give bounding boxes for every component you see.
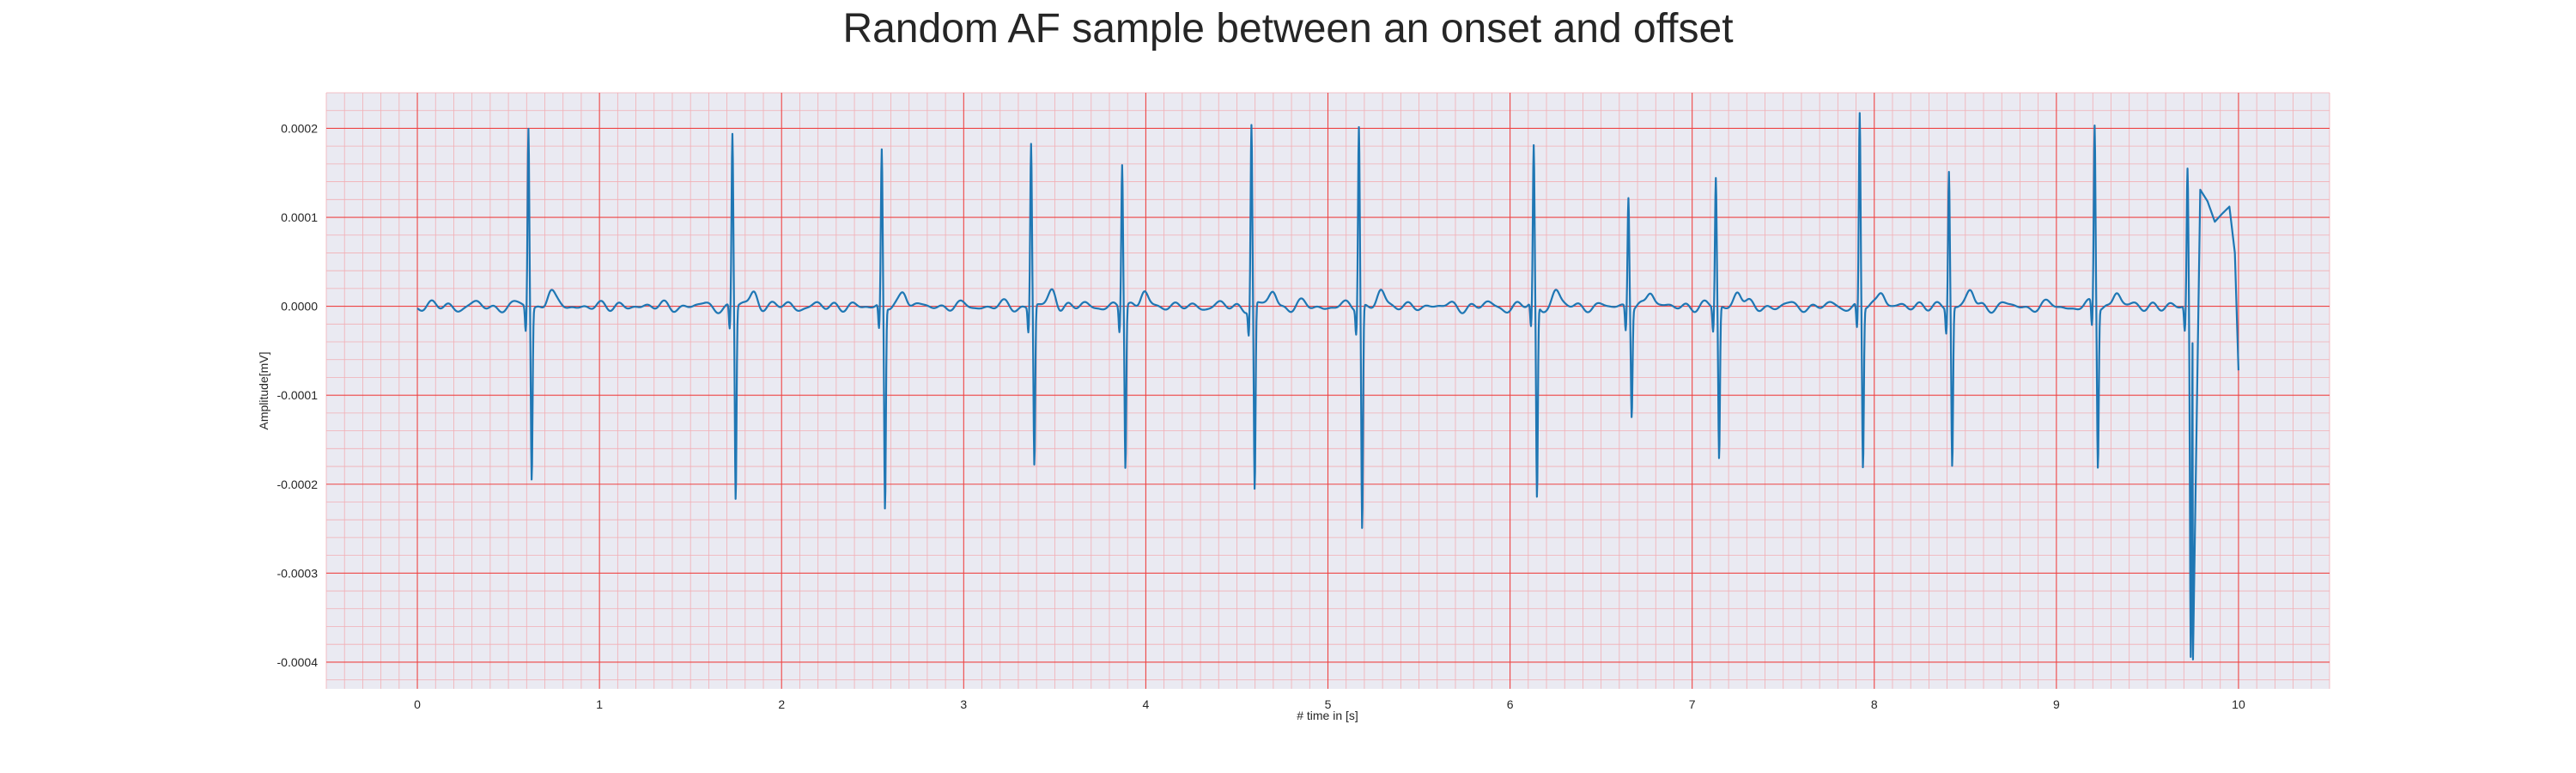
x-tick-label: 10 xyxy=(2232,697,2245,711)
y-tick-label: 0.0001 xyxy=(281,210,318,224)
chart-title: Random AF sample between an onset and of… xyxy=(842,6,1734,52)
y-tick-label: -0.0003 xyxy=(277,566,319,580)
x-tick-labels: 0 1 2 3 4 5 6 7 8 9 10 xyxy=(414,697,2245,711)
x-tick-label: 9 xyxy=(2053,697,2060,711)
major-grid xyxy=(326,93,2330,689)
x-tick-label: 3 xyxy=(960,697,967,711)
x-tick-label: 5 xyxy=(1325,697,1332,711)
x-tick-label: 6 xyxy=(1507,697,1514,711)
series-line-ecg xyxy=(416,112,2240,660)
x-tick-label: 8 xyxy=(1871,697,1878,711)
y-tick-label: -0.0002 xyxy=(277,478,319,491)
x-tick-label: 4 xyxy=(1143,697,1150,711)
x-tick-label: 2 xyxy=(778,697,785,711)
x-axis-label: # time in [s] xyxy=(1297,709,1358,722)
y-tick-label: 0.0002 xyxy=(281,121,318,135)
y-tick-label: 0.0000 xyxy=(281,300,318,313)
y-tick-labels: -0.0004 -0.0003 -0.0002 -0.0001 0.0000 0.0001… xyxy=(277,121,319,668)
y-axis-label: Amplitude[mV] xyxy=(257,351,270,429)
y-tick-label: -0.0001 xyxy=(277,388,319,402)
x-tick-label: 0 xyxy=(414,697,421,711)
y-tick-label: -0.0004 xyxy=(277,655,319,669)
x-tick-label: 7 xyxy=(1689,697,1696,711)
x-tick-label: 1 xyxy=(596,697,603,711)
